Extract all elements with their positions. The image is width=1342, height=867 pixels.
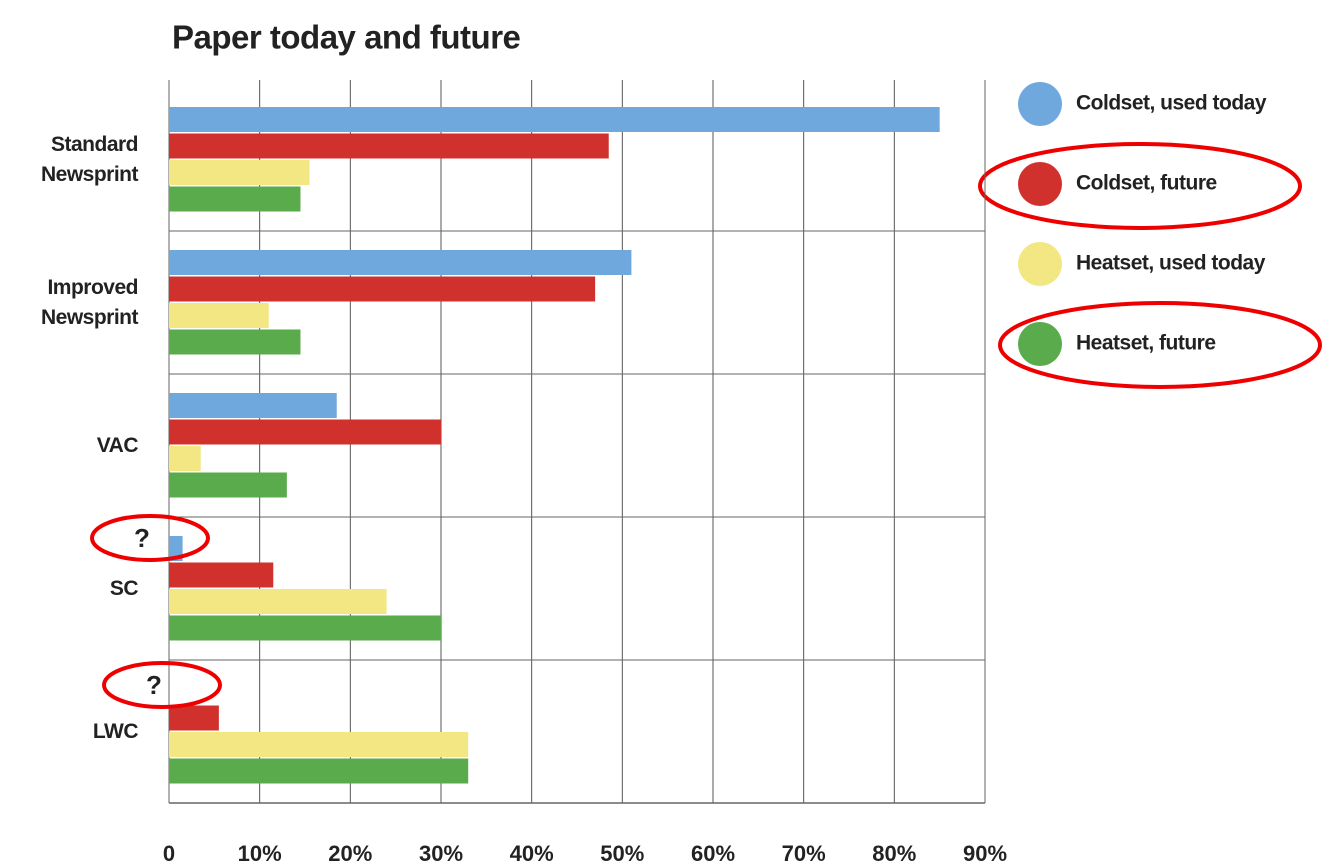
bar — [169, 419, 441, 445]
bar — [169, 758, 469, 784]
x-tick-label: 50% — [600, 841, 644, 866]
bar — [169, 160, 310, 185]
bar — [169, 303, 269, 328]
y-tick-label: SC — [109, 576, 139, 600]
legend-swatch — [1018, 322, 1062, 366]
annotation-ellipse — [90, 514, 210, 562]
bar — [169, 186, 301, 212]
bar — [169, 393, 337, 418]
y-tick-label: VAC — [96, 433, 139, 457]
bar — [169, 536, 183, 561]
legend-swatch — [1018, 162, 1062, 206]
bar — [169, 250, 632, 275]
x-tick-label: 40% — [510, 841, 554, 866]
x-tick-label: 70% — [782, 841, 826, 866]
bar — [169, 107, 940, 132]
bar — [169, 329, 301, 355]
highlight-ellipse — [998, 301, 1322, 389]
bar — [169, 705, 219, 731]
y-tick-label: Standard Newsprint — [40, 132, 139, 186]
bar — [169, 446, 201, 471]
x-tick-label: 10% — [238, 841, 282, 866]
legend-swatch — [1018, 242, 1062, 286]
y-tick-label: Improved Newsprint — [40, 275, 139, 329]
highlight-ellipse — [978, 142, 1302, 230]
annotation: ? — [146, 670, 162, 700]
bar — [169, 615, 441, 641]
annotation: ? — [134, 523, 150, 553]
bar — [169, 472, 287, 498]
x-tick-label: 30% — [419, 841, 463, 866]
legend-swatch — [1018, 82, 1062, 126]
y-tick-label: LWC — [92, 719, 139, 743]
x-tick-label: 90% — [963, 841, 1007, 866]
x-tick-label: 20% — [328, 841, 372, 866]
chart-title: Paper today and future — [172, 19, 521, 56]
legend-label: Coldset, future — [1076, 172, 1217, 195]
x-tick-label: 80% — [872, 841, 916, 866]
legend-label: Heatset, used today — [1076, 252, 1266, 275]
bar — [169, 276, 596, 302]
annotation-ellipse — [102, 661, 222, 709]
x-tick-label: 0 — [163, 841, 175, 866]
legend-label: Coldset, used today — [1076, 92, 1267, 115]
bar — [169, 732, 469, 757]
bar — [169, 589, 387, 614]
legend-label: Heatset, future — [1076, 332, 1216, 355]
bar — [169, 133, 609, 159]
x-tick-label: 60% — [691, 841, 735, 866]
bar — [169, 562, 274, 588]
